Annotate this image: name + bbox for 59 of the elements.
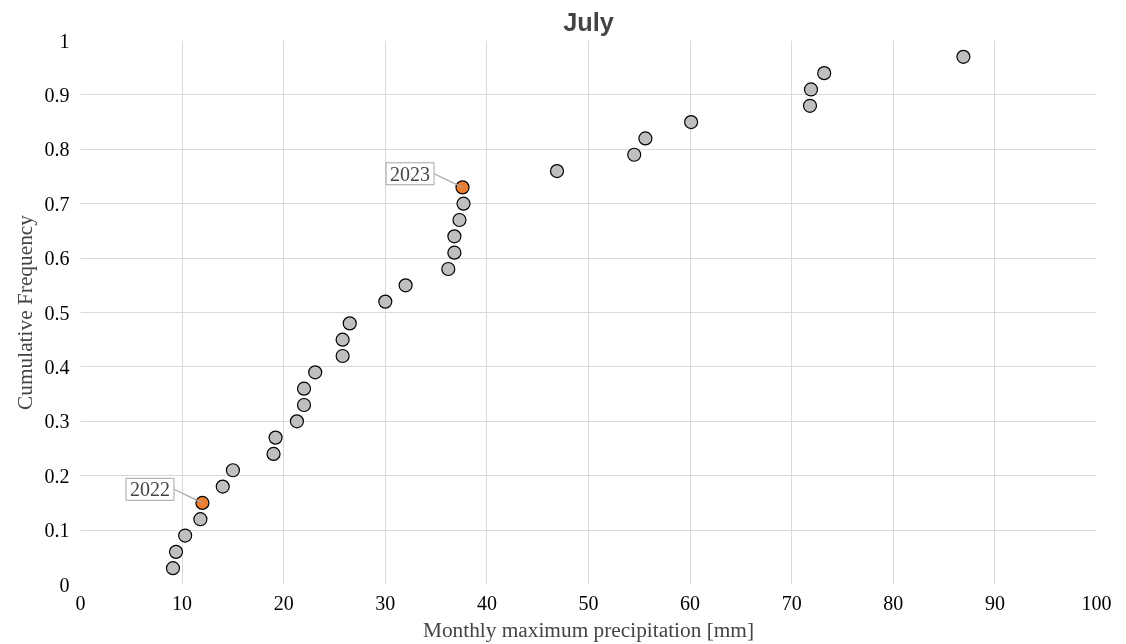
point [178,528,193,543]
point [627,147,642,162]
chart-title: July [563,7,614,36]
annotation: 2022 [129,478,170,501]
point [398,278,413,293]
point [803,82,819,97]
point [549,163,565,179]
x-tick-label: 100 [1081,591,1112,614]
point [956,49,971,64]
point [447,245,462,260]
point [342,316,357,331]
point [638,131,653,146]
point [266,446,281,462]
point [296,381,312,396]
x-tick-label: 30 [375,591,396,614]
annotation: 2023 [390,162,431,185]
point [215,479,230,494]
y-tick-label: 0 [59,573,70,596]
point [225,463,240,478]
point [168,544,184,559]
point [296,397,312,413]
x-tick-label: 60 [680,591,701,614]
point [195,495,210,510]
x-tick-label: 50 [578,591,599,614]
point [335,348,350,364]
y-tick-label: 0.6 [44,247,70,270]
y-tick-label: 0.1 [44,519,70,542]
point [335,332,350,347]
point [165,561,181,576]
y-tick-label: 0.4 [44,355,70,378]
x-tick-label: 80 [883,591,904,614]
point [268,430,283,445]
y-tick-label: 0.7 [44,192,70,215]
y-tick-label: 0.8 [44,138,70,161]
y-tick-label: 0.2 [44,464,70,487]
y-tick-label: 1 [59,29,70,52]
y-tick-label: 0.9 [44,83,70,106]
x-tick-label: 10 [172,591,193,614]
x-tick-label: 90 [984,591,1005,614]
point [308,365,323,380]
x-tick-label: 40 [476,591,497,614]
x-tick-label: 70 [781,591,802,614]
point [452,212,467,228]
point [441,261,456,277]
point [455,180,470,195]
x-tick-label: 20 [273,591,294,614]
x-tick-label: 0 [75,591,86,614]
point [289,414,305,429]
point [684,115,699,130]
point [378,294,393,309]
y-axis-title: Cumulative Frequency [12,214,37,410]
point [447,229,462,244]
point [817,66,832,81]
point [802,98,818,113]
point [193,512,208,527]
y-tick-label: 0.5 [44,301,70,324]
point [456,196,471,211]
x-axis-title: Monthly maximum precipitation [mm] [422,617,755,642]
y-tick-label: 0.3 [44,410,70,433]
